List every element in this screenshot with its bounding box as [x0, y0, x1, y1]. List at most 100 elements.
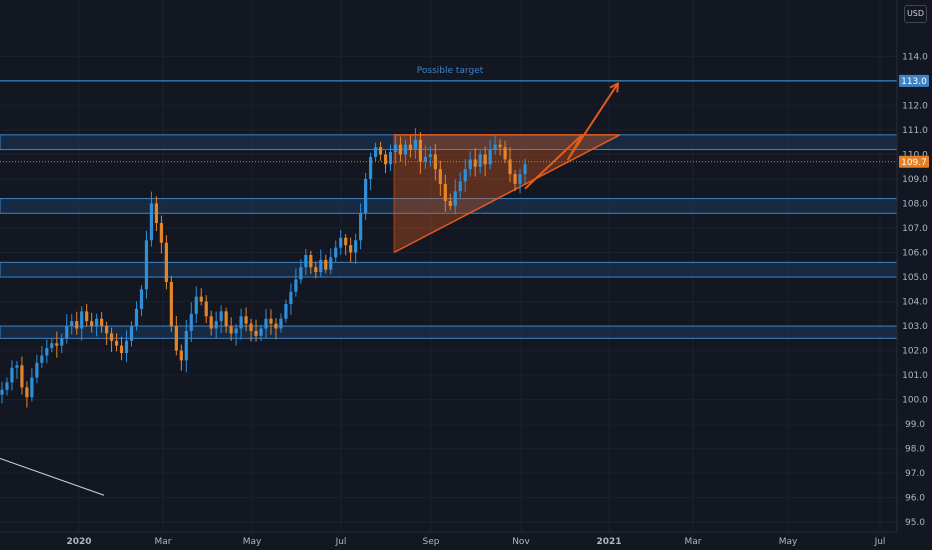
price-tick-label: 97.0: [905, 469, 925, 479]
candle-body: [274, 323, 278, 329]
candle-body: [518, 174, 522, 184]
candle-body: [264, 318, 268, 329]
candle-body: [388, 152, 393, 165]
price-axis-background: [897, 0, 932, 550]
target-price-badge-label: 113.0: [901, 77, 927, 87]
time-tick-label: Mar: [685, 537, 702, 547]
candle-body: [299, 267, 303, 280]
candle-body: [144, 240, 149, 290]
candle-body: [508, 159, 512, 175]
candle-body: [473, 159, 477, 167]
price-tick-label: 103.0: [902, 322, 928, 332]
current-price-badge-label: 109.7: [901, 158, 927, 168]
candle-body: [85, 311, 89, 322]
time-axis[interactable]: 2020 Mar May Jul Sep Nov 2021 Mar May Jul: [0, 531, 932, 550]
time-tick-label: May: [779, 537, 798, 547]
candle-body: [10, 367, 14, 383]
price-tick-label: 111.0: [902, 126, 928, 136]
candle-body: [70, 321, 74, 327]
support-resistance-zone: [0, 325, 898, 339]
price-tick-label: 104.0: [902, 298, 928, 308]
candle-body: [294, 279, 298, 292]
candle-body: [209, 316, 213, 329]
candle-body: [189, 313, 193, 331]
candle-body: [219, 311, 223, 322]
price-tick-label: 105.0: [902, 273, 928, 283]
candle-body: [40, 355, 44, 363]
currency-badge[interactable]: USD: [904, 5, 927, 23]
candle-body: [0, 389, 4, 395]
candle-body: [513, 174, 517, 184]
price-tick-label: 102.0: [902, 347, 928, 357]
candle-body: [95, 318, 99, 327]
candle-body: [184, 330, 188, 361]
candle-body: [483, 154, 487, 165]
candle-body: [378, 147, 383, 155]
target-price-badge: [899, 74, 929, 87]
candle-body: [239, 316, 243, 329]
price-tick-label: 114.0: [902, 52, 928, 62]
possible-target-label: Possible target: [417, 66, 484, 76]
candle-body: [349, 245, 353, 253]
candle-body: [229, 326, 233, 334]
candle-body: [20, 365, 24, 388]
candle-body: [80, 311, 84, 329]
candlesticks: [0, 128, 527, 408]
projection-path: [524, 82, 619, 190]
candle-body: [55, 343, 59, 346]
candle-body: [284, 304, 288, 319]
time-tick-label: 2020: [66, 537, 91, 547]
candle-body: [234, 328, 238, 334]
candle-body: [50, 343, 54, 349]
candle-body: [478, 154, 482, 167]
candle-body: [60, 338, 64, 346]
candle-body: [139, 289, 144, 309]
time-tick-label: 2021: [596, 537, 621, 547]
candle-body: [443, 183, 447, 202]
candle-body: [319, 259, 323, 273]
candle-body: [383, 154, 388, 165]
candle-body: [408, 144, 413, 150]
candle-body: [418, 139, 422, 162]
candle-body: [199, 296, 203, 302]
candle-body: [109, 333, 114, 341]
candle-body: [398, 144, 403, 155]
trendline: [0, 457, 105, 496]
candle-body: [65, 326, 69, 339]
time-tick-label: May: [243, 537, 262, 547]
candle-body: [154, 203, 159, 224]
price-tick-label: 98.0: [905, 445, 925, 455]
candle-body: [129, 326, 134, 341]
candle-body: [259, 328, 263, 336]
candle-body: [438, 169, 442, 184]
candle-body: [204, 301, 208, 317]
candle-body: [364, 178, 368, 214]
candle-body: [354, 240, 358, 253]
candle-body: [179, 350, 183, 361]
candle-body: [269, 318, 273, 324]
candle-body: [493, 144, 497, 150]
candle-body: [329, 257, 333, 270]
support-resistance-zones: [0, 134, 898, 339]
candle-body: [339, 237, 343, 248]
candle-body: [304, 254, 308, 268]
candle-body: [463, 169, 467, 182]
candle-body: [134, 308, 139, 327]
price-tick-label: 110.0: [902, 150, 928, 160]
candle-body: [25, 387, 29, 398]
candle-body: [164, 242, 168, 282]
price-axis[interactable]: 95.0 96.0 97.0 98.0 99.0 100.0 101.0 102.0 103.0…: [896, 0, 932, 550]
candle-body: [498, 144, 502, 148]
time-tick-label: Jul: [874, 537, 886, 547]
candle-body: [249, 323, 253, 331]
candle-body: [488, 149, 492, 165]
price-tick-label: 109.0: [902, 175, 928, 185]
price-tick-label: 99.0: [905, 420, 925, 430]
candle-body: [5, 382, 9, 390]
price-tick-label: 96.0: [905, 494, 925, 504]
price-tick-label: 95.0: [905, 518, 925, 528]
candle-body: [393, 144, 398, 152]
time-tick-label: Mar: [155, 537, 172, 547]
candle-body: [30, 377, 34, 398]
